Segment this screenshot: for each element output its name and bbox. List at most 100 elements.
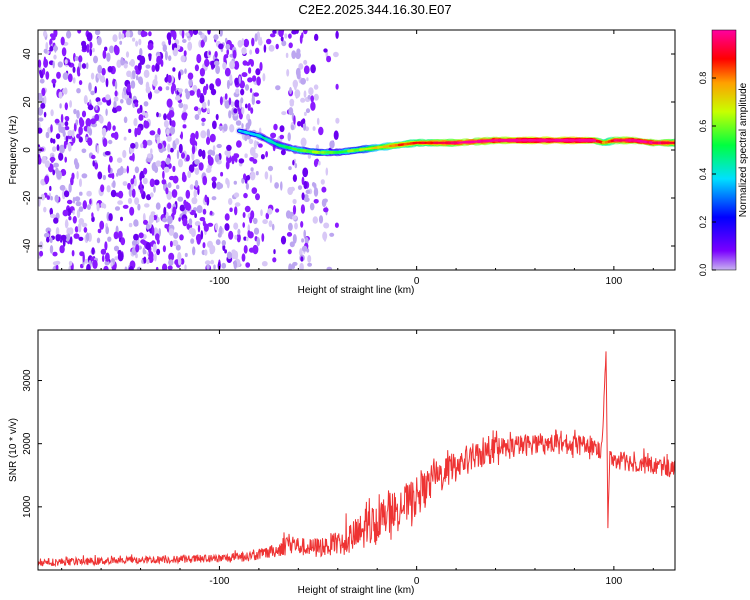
noise-speck bbox=[148, 251, 154, 261]
noise-speck bbox=[107, 236, 112, 242]
noise-speck bbox=[64, 221, 69, 228]
noise-speck bbox=[92, 259, 98, 269]
noise-speck bbox=[166, 128, 170, 136]
noise-speck bbox=[128, 188, 133, 198]
noise-speck bbox=[154, 165, 159, 173]
noise-speck bbox=[197, 108, 201, 116]
noise-speck bbox=[206, 128, 210, 138]
noise-speck bbox=[55, 133, 61, 140]
noise-speck bbox=[82, 200, 88, 210]
noise-speck bbox=[301, 238, 305, 243]
noise-speck bbox=[252, 244, 259, 255]
noise-speck bbox=[94, 113, 100, 122]
noise-speck bbox=[279, 134, 285, 140]
noise-speck bbox=[228, 198, 233, 205]
noise-speck bbox=[161, 179, 167, 185]
noise-speck bbox=[49, 156, 56, 162]
noise-speck bbox=[226, 144, 232, 151]
noise-speck bbox=[81, 110, 87, 118]
noise-speck bbox=[217, 261, 221, 270]
noise-speck bbox=[53, 54, 57, 60]
noise-speck bbox=[142, 110, 146, 116]
noise-speck bbox=[77, 30, 82, 34]
noise-speck bbox=[189, 90, 195, 96]
noise-speck bbox=[46, 195, 50, 201]
noise-speck bbox=[128, 266, 134, 270]
noise-speck bbox=[279, 125, 285, 133]
noise-speck bbox=[204, 249, 208, 256]
noise-speck bbox=[241, 72, 248, 78]
noise-speck bbox=[187, 72, 194, 80]
noise-speck bbox=[69, 100, 72, 108]
noise-speck bbox=[167, 215, 173, 225]
noise-speck bbox=[234, 99, 240, 108]
noise-speck bbox=[116, 157, 123, 163]
noise-speck bbox=[142, 247, 146, 255]
noise-speck bbox=[60, 36, 65, 46]
noise-speck bbox=[241, 47, 247, 55]
noise-speck bbox=[86, 263, 91, 270]
noise-speck bbox=[275, 43, 279, 50]
noise-speck bbox=[68, 260, 73, 266]
noise-speck bbox=[239, 80, 245, 89]
noise-speck bbox=[114, 206, 121, 211]
noise-speck bbox=[86, 190, 92, 197]
noise-speck bbox=[39, 78, 45, 84]
noise-speck bbox=[206, 264, 210, 270]
noise-speck bbox=[122, 204, 129, 209]
noise-speck bbox=[256, 76, 261, 86]
noise-speck bbox=[86, 204, 91, 211]
noise-speck bbox=[86, 32, 93, 42]
noise-speck bbox=[188, 218, 193, 226]
noise-speck bbox=[243, 192, 248, 199]
noise-speck bbox=[232, 49, 237, 59]
snr-x-axis-label: Height of straight line (km) bbox=[298, 585, 415, 596]
noise-speck bbox=[245, 103, 248, 109]
noise-speck bbox=[178, 88, 183, 93]
noise-speck bbox=[65, 135, 69, 143]
noise-speck bbox=[162, 170, 165, 180]
noise-speck bbox=[89, 198, 92, 205]
noise-speck bbox=[199, 67, 205, 77]
noise-speck bbox=[64, 126, 70, 131]
noise-speck bbox=[265, 212, 270, 220]
noise-speck bbox=[68, 216, 72, 221]
noise-speck bbox=[128, 222, 133, 228]
noise-speck bbox=[294, 89, 301, 98]
noise-speck bbox=[258, 143, 263, 148]
noise-speck bbox=[245, 122, 251, 130]
noise-speck bbox=[272, 257, 277, 263]
noise-speck bbox=[92, 47, 95, 53]
noise-speck bbox=[164, 50, 168, 61]
noise-speck bbox=[178, 158, 183, 168]
noise-speck bbox=[89, 41, 93, 49]
noise-speck bbox=[137, 30, 142, 36]
noise-speck bbox=[139, 180, 143, 189]
noise-speck bbox=[93, 55, 98, 64]
noise-speck bbox=[118, 31, 122, 40]
noise-speck bbox=[50, 109, 54, 117]
noise-speck bbox=[292, 234, 297, 244]
noise-speck bbox=[110, 189, 117, 198]
noise-speck bbox=[211, 150, 216, 156]
noise-speck bbox=[76, 133, 81, 139]
noise-speck bbox=[147, 43, 154, 51]
noise-speck bbox=[145, 64, 151, 69]
noise-speck bbox=[320, 179, 325, 185]
noise-speck bbox=[117, 252, 124, 262]
noise-speck bbox=[240, 97, 244, 104]
noise-speck bbox=[269, 174, 273, 184]
noise-speck bbox=[261, 261, 268, 267]
noise-speck bbox=[78, 126, 83, 136]
noise-speck bbox=[162, 245, 166, 253]
noise-speck bbox=[49, 185, 52, 192]
noise-speck bbox=[58, 152, 64, 161]
noise-speck bbox=[303, 197, 310, 203]
noise-speck bbox=[77, 222, 82, 233]
noise-speck bbox=[306, 77, 309, 82]
noise-speck bbox=[72, 129, 75, 139]
noise-speck bbox=[188, 164, 195, 173]
noise-speck bbox=[289, 87, 292, 95]
noise-speck bbox=[83, 95, 88, 105]
noise-speck bbox=[302, 167, 309, 178]
